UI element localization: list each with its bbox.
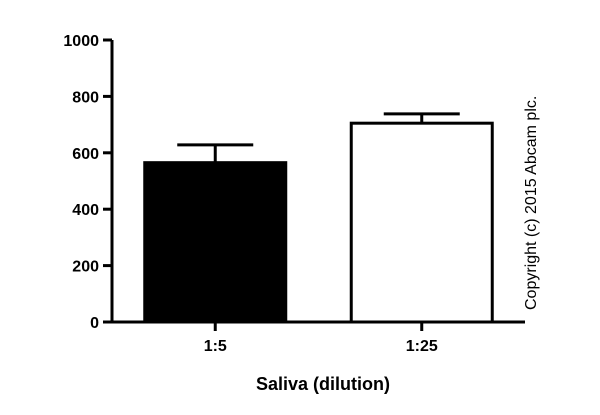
y-tick-label: 800 [72,89,99,106]
y-tick-label: 1000 [63,33,99,50]
bar-1 [143,161,288,324]
x-tick-label: 1:25 [406,338,438,355]
y-tick-label: 200 [72,259,99,276]
y-tick-label: 0 [90,315,99,332]
y-axis: 0 200 400 600 800 1000 [63,33,114,332]
x-tick-label: 1:5 [204,338,227,355]
bars [143,112,494,324]
copyright-notice: Copyright (c) 2015 Abcam plc. [523,96,540,310]
x-axis-title: Saliva (dilution) [256,374,390,394]
x-axis: 1:5 1:25 [110,320,525,355]
y-tick-label: 400 [72,202,99,219]
y-tick-label: 600 [72,146,99,163]
bar-2 [349,121,494,324]
